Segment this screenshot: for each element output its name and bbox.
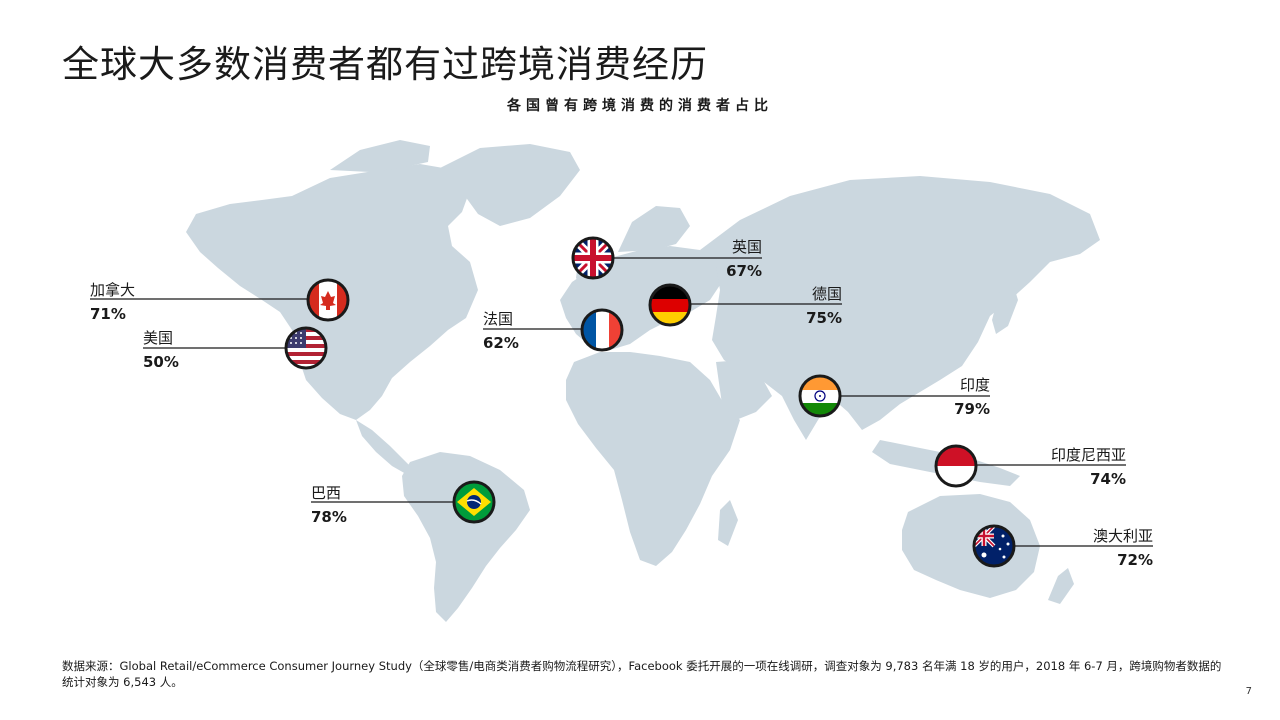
india-flag-icon <box>798 374 842 418</box>
country-name: 澳大利亚 <box>1092 527 1153 545</box>
label-france: 法国 62% <box>483 307 519 355</box>
country-name: 巴西 <box>311 484 342 502</box>
brazil-flag-icon <box>452 480 496 524</box>
percent-value: 71% <box>90 305 126 323</box>
indonesia-flag-icon <box>934 444 978 488</box>
scandinavia-shape <box>618 206 690 252</box>
germany-flag-icon <box>648 283 692 327</box>
page-title: 全球大多数消费者都有过跨境消费经历 <box>62 43 708 86</box>
page-number: 7 <box>1245 686 1252 697</box>
country-name: 德国 <box>811 285 842 303</box>
label-usa: 美国 50% <box>143 326 179 374</box>
australia-shape <box>902 494 1040 598</box>
label-indonesia: 印度尼西亚 74% <box>1026 443 1126 491</box>
chart-title: 各国曾有跨境消费的消费者占比 <box>507 98 773 114</box>
label-india: 印度 79% <box>918 373 990 421</box>
percent-value: 67% <box>726 262 762 280</box>
canada-flag-icon <box>306 278 350 322</box>
percent-value: 75% <box>806 309 842 327</box>
new-zealand-shape <box>1048 568 1074 604</box>
label-canada: 加拿大 71% <box>90 278 135 326</box>
africa-shape <box>566 352 740 566</box>
country-name: 印度尼西亚 <box>1050 446 1126 464</box>
asia-shape <box>700 176 1100 440</box>
country-name: 法国 <box>483 310 514 328</box>
uk-flag-icon <box>571 236 615 280</box>
percent-value: 74% <box>1090 470 1126 488</box>
source-note: 数据来源：Global Retail/eCommerce Consumer Jo… <box>62 659 1222 689</box>
japan-shape <box>992 280 1018 334</box>
percent-value: 72% <box>1117 551 1153 569</box>
country-name: 加拿大 <box>90 281 136 299</box>
label-germany: 德国 75% <box>770 282 842 330</box>
arabia-shape <box>716 360 772 420</box>
country-name: 美国 <box>143 329 174 347</box>
label-australia: 澳大利亚 72% <box>1063 524 1153 572</box>
central-america-shape <box>356 420 414 474</box>
country-name: 印度 <box>959 376 990 394</box>
usa-flag-icon <box>284 326 328 370</box>
madagascar-shape <box>718 500 738 546</box>
leader-lines <box>90 257 1153 547</box>
arctic-islands-shape <box>330 140 430 172</box>
percent-value: 79% <box>954 400 990 418</box>
percent-value: 62% <box>483 334 519 352</box>
country-name: 英国 <box>731 238 762 256</box>
percent-value: 50% <box>143 353 179 371</box>
australia-flag-icon <box>972 524 1016 568</box>
france-flag-icon <box>580 308 624 352</box>
label-brazil: 巴西 78% <box>311 481 347 529</box>
greenland-shape <box>440 144 580 226</box>
south-america-shape <box>402 452 530 622</box>
percent-value: 78% <box>311 508 347 526</box>
label-uk: 英国 67% <box>690 235 762 283</box>
